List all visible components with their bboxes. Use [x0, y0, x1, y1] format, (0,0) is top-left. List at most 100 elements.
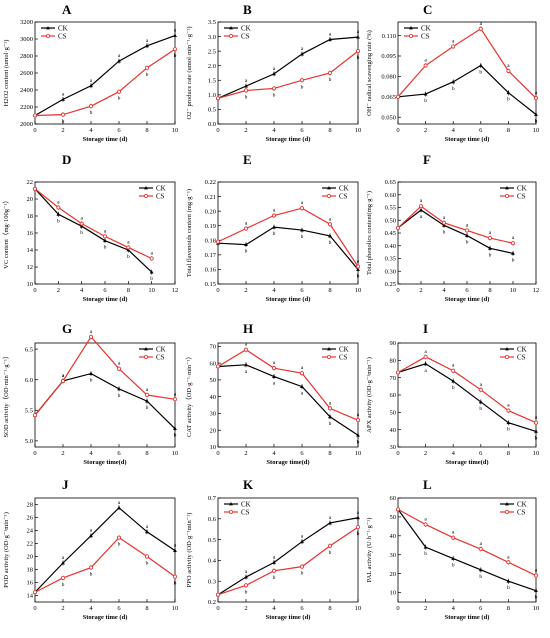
x-tick-label: 6	[479, 127, 483, 134]
data-point-ck	[478, 63, 483, 67]
y-axis-label: Total phenolics content(mg·g⁻¹)	[366, 191, 373, 275]
significance-label: a	[301, 200, 304, 206]
y-tick-label: 20	[210, 427, 217, 434]
x-tick-label: 6	[479, 605, 483, 612]
legend-marker-cs	[504, 193, 509, 198]
significance-label: b	[443, 229, 446, 235]
legend-label-ck: CK	[58, 25, 68, 33]
x-tick-label: 2	[61, 450, 64, 457]
significance-label: a	[62, 555, 65, 561]
legend-marker-cs	[408, 34, 413, 39]
x-axis-label: Storage time (d)	[266, 614, 311, 621]
significance-label: b	[479, 574, 482, 580]
significance-label: a	[90, 329, 93, 335]
significance-label: b	[301, 234, 304, 240]
plot-frame	[217, 181, 359, 285]
y-tick-label: 22	[27, 541, 34, 548]
x-tick-label: 0	[396, 450, 399, 457]
x-axis-label: Storage time(d)	[266, 459, 309, 466]
y-tick-label: 26	[27, 515, 34, 522]
y-axis-label: SOD activity（OD·min⁻¹·g⁻¹）	[2, 353, 10, 438]
data-point-cs	[478, 26, 483, 31]
data-point-ck	[478, 567, 483, 572]
panel-letter: E	[243, 152, 252, 167]
series-line-ck	[397, 64, 537, 115]
y-tick-label: 0.18	[205, 237, 216, 244]
data-point-ck	[117, 59, 121, 63]
x-tick-label: 6	[300, 127, 304, 134]
data-point-ck	[356, 35, 360, 39]
x-tick-label: 8	[145, 127, 148, 134]
significance-label: b	[146, 561, 149, 567]
legend-marker-ck	[409, 26, 413, 30]
data-point-cs	[215, 96, 220, 101]
significance-label: a	[174, 543, 177, 549]
significance-label: b	[357, 531, 360, 537]
y-tick-label: 3.5	[208, 19, 216, 26]
x-tick-label: 4	[89, 605, 93, 612]
significance-label: b	[118, 393, 121, 399]
significance-label: a	[146, 387, 149, 393]
plot-frame	[34, 342, 176, 448]
significance-label: a	[118, 53, 121, 59]
series-line-cs	[34, 48, 176, 117]
plot-frame	[217, 497, 359, 603]
panel-letter: A	[62, 2, 72, 17]
x-tick-label: 10	[533, 605, 540, 612]
data-point-cs	[418, 204, 423, 209]
x-tick-label: 0	[33, 127, 36, 134]
significance-label: b	[329, 421, 332, 427]
data-point-ck	[300, 384, 304, 389]
x-tick-label: 12	[533, 287, 540, 294]
series-line-ck	[217, 226, 359, 270]
y-tick-label: 0.22	[205, 179, 216, 186]
y-tick-label: 5.5	[25, 407, 33, 414]
data-point-ck	[272, 225, 276, 229]
significance-label: b	[62, 582, 65, 588]
x-tick-label: 8	[145, 605, 148, 612]
chart-panel-i: I 0 2 4 6 8 10 30 40 50 60 70 80 90 Storage time(d) APX…	[366, 321, 539, 466]
significance-label: a	[357, 29, 360, 35]
x-tick-label: 2	[424, 450, 427, 457]
y-axis-label: APX activity (OD·g⁻¹min⁻¹)	[366, 357, 373, 433]
data-point-cs	[33, 413, 38, 418]
legend-label-ck: CK	[241, 501, 251, 509]
x-tick-label: 10	[533, 127, 540, 134]
y-tick-label: 70	[390, 375, 397, 382]
data-point-cs	[395, 507, 400, 512]
x-tick-label: 10	[172, 450, 179, 457]
data-point-cs	[478, 387, 483, 392]
series-line-ck	[217, 517, 359, 596]
data-point-cs	[61, 112, 66, 117]
data-point-cs	[355, 264, 360, 269]
panel-letter: I	[423, 321, 428, 336]
y-axis-label: O2⁻ produce rate (umol·min⁻¹·g⁻¹)	[186, 26, 193, 119]
x-tick-label: 0	[396, 287, 399, 294]
significance-label: a	[424, 516, 427, 522]
significance-label: b	[507, 427, 510, 433]
x-axis-label: Storage time (d)	[266, 136, 311, 143]
data-point-ck	[89, 533, 93, 538]
plot-frame	[397, 342, 537, 448]
x-tick-label: 8	[507, 450, 510, 457]
x-axis-label: Storage time (d)	[83, 136, 128, 143]
significance-label: a	[301, 46, 304, 52]
data-point-cs	[327, 222, 332, 227]
x-tick-label: 8	[507, 127, 510, 134]
chart-panel-d: D 0 2 4 6 8 10 12 10 12 14 16 18 20 22 Storage time (d)…	[2, 152, 178, 303]
y-tick-label: 0.45	[385, 230, 396, 237]
y-tick-label: 50	[390, 410, 397, 417]
y-tick-label: 16	[27, 580, 34, 587]
data-point-ck	[89, 83, 93, 88]
significance-label: a	[245, 78, 248, 84]
x-tick-label: 2	[244, 450, 247, 457]
y-tick-label: 16	[27, 230, 34, 237]
y-tick-label: 40	[390, 533, 397, 540]
y-tick-label: 5.0	[25, 438, 33, 445]
y-tick-label: 0.25	[385, 281, 396, 288]
x-axis-label: Storage time(d)	[445, 459, 488, 466]
data-point-cs	[355, 525, 360, 530]
data-point-ck	[89, 371, 93, 375]
data-point-ck	[328, 414, 332, 419]
